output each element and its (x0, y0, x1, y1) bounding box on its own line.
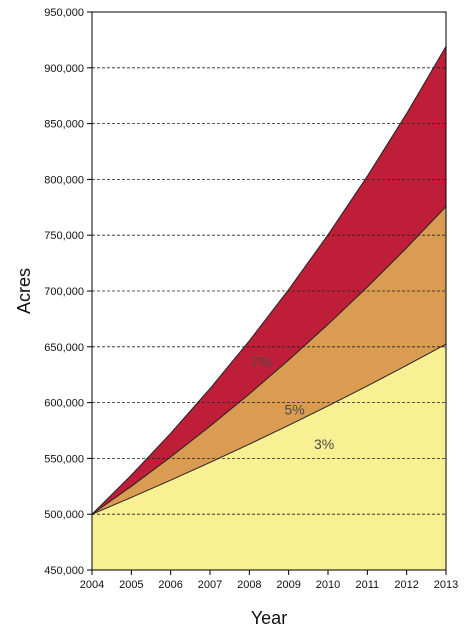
series-line-1 (91, 206, 447, 515)
series-lines (91, 46, 447, 515)
area-layer (92, 46, 446, 570)
y-tick-label: 950,000 (44, 7, 84, 19)
x-axis-title: Year (251, 608, 287, 628)
series-line-0 (91, 46, 447, 515)
y-tick-label: 550,000 (44, 453, 84, 465)
y-tick-label: 650,000 (44, 342, 84, 354)
y-tick-label: 450,000 (44, 565, 84, 577)
x-tick-label: 2008 (237, 579, 261, 591)
x-tick-label: 2005 (119, 579, 143, 591)
x-tick-label: 2009 (276, 579, 300, 591)
x-tick-label: 2004 (80, 579, 104, 591)
x-tick-label: 2007 (198, 579, 222, 591)
y-tick-label: 600,000 (44, 398, 84, 410)
x-axis: 2004 2005 2006 2007 2008 2009 2010 2011 2012 2013 (80, 570, 458, 591)
gridlines (92, 67, 446, 515)
x-tick-label: 2010 (316, 579, 340, 591)
y-axis: 450,000 500,000 550,000 600,000 650,000 700,0… (44, 7, 92, 577)
series-label: 5% (284, 401, 304, 417)
y-tick-label: 900,000 (44, 63, 84, 75)
series-label: 3% (314, 436, 334, 452)
x-tick-label: 2006 (158, 579, 182, 591)
y-tick-label: 500,000 (44, 509, 84, 521)
x-tick-label: 2011 (356, 579, 380, 591)
y-tick-label: 850,000 (44, 119, 84, 131)
y-axis-title: Acres (14, 268, 34, 314)
y-tick-label: 700,000 (44, 286, 84, 298)
y-tick-label: 750,000 (44, 230, 84, 242)
x-tick-label: 2013 (434, 579, 458, 591)
y-tick-label: 800,000 (44, 174, 84, 186)
x-tick-label: 2012 (394, 579, 418, 591)
series-line-2 (91, 343, 447, 515)
series-label: 7% (251, 353, 271, 369)
area-series-2 (92, 344, 446, 570)
series-labels: 7% 5% 3% (251, 353, 334, 452)
